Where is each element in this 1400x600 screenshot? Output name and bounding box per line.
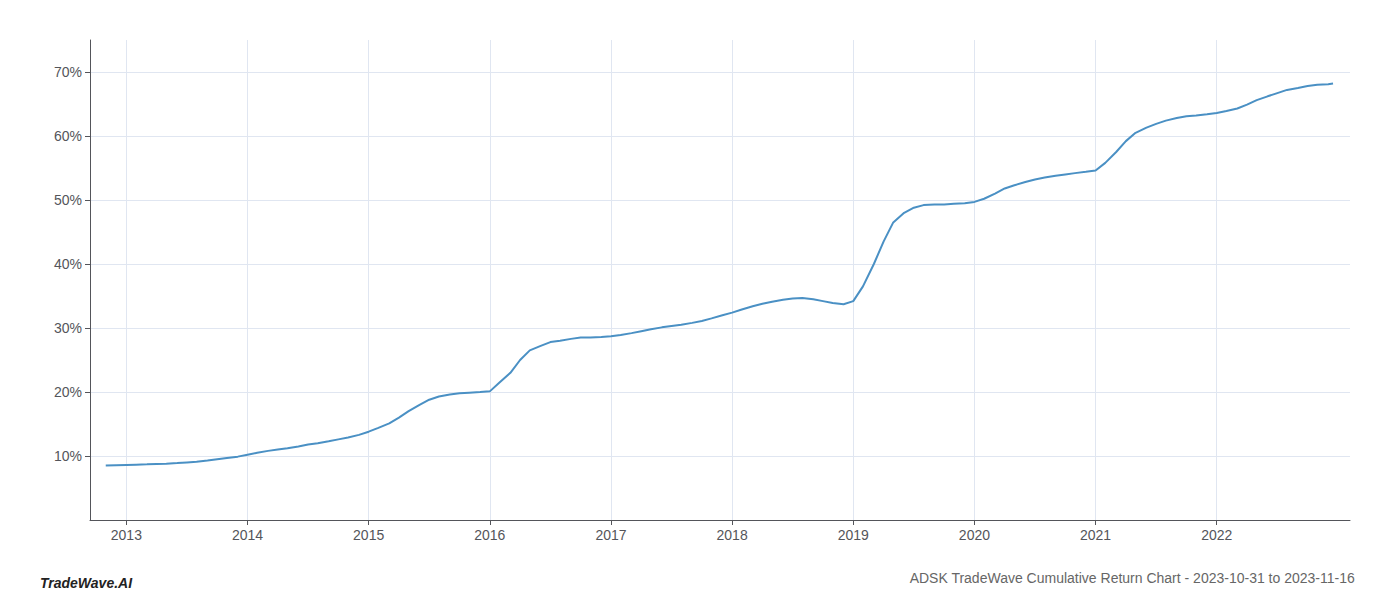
svg-text:30%: 30% [54,320,82,336]
svg-text:2019: 2019 [838,527,869,543]
svg-text:2017: 2017 [595,527,626,543]
svg-text:2015: 2015 [353,527,384,543]
svg-text:50%: 50% [54,192,82,208]
svg-text:10%: 10% [54,448,82,464]
svg-text:20%: 20% [54,384,82,400]
svg-text:60%: 60% [54,128,82,144]
svg-text:2016: 2016 [474,527,505,543]
svg-text:2020: 2020 [959,527,990,543]
svg-text:2014: 2014 [232,527,263,543]
svg-text:2013: 2013 [111,527,142,543]
svg-text:70%: 70% [54,64,82,80]
svg-text:ADSK TradeWave Cumulative Retu: ADSK TradeWave Cumulative Return Chart -… [910,570,1355,586]
svg-text:40%: 40% [54,256,82,272]
svg-text:2022: 2022 [1201,527,1232,543]
svg-text:TradeWave.AI: TradeWave.AI [40,575,133,591]
svg-text:2018: 2018 [717,527,748,543]
svg-text:2021: 2021 [1080,527,1111,543]
